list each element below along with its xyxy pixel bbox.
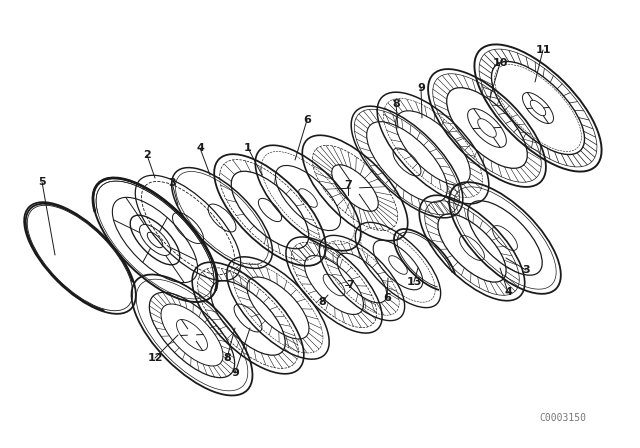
Text: 2: 2 [143,150,151,160]
Text: 13: 13 [406,277,422,287]
Text: 4: 4 [504,287,512,297]
Text: 11: 11 [535,45,551,55]
Text: 6: 6 [303,115,311,125]
Text: 4: 4 [196,143,204,153]
Text: 3: 3 [522,265,530,275]
Text: 6: 6 [383,293,391,303]
Text: 7: 7 [344,180,352,190]
Text: 12: 12 [147,353,163,363]
Text: 8: 8 [318,297,326,307]
Text: 10: 10 [492,58,508,68]
Text: 8: 8 [392,99,400,109]
Text: 7: 7 [346,280,354,290]
Text: 9: 9 [417,83,425,93]
Text: 1: 1 [244,143,252,153]
Text: 9: 9 [231,368,239,378]
Text: 8: 8 [223,353,231,363]
Text: 5: 5 [38,177,46,187]
Text: C0003150: C0003150 [540,413,586,423]
Text: 3: 3 [168,178,176,188]
